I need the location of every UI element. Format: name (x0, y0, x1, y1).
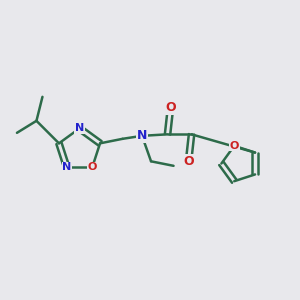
Text: O: O (165, 101, 176, 114)
Text: N: N (75, 123, 84, 134)
Text: O: O (230, 141, 239, 151)
Text: O: O (88, 163, 97, 172)
Text: N: N (137, 129, 147, 142)
Text: O: O (183, 155, 194, 168)
Text: N: N (62, 163, 71, 172)
